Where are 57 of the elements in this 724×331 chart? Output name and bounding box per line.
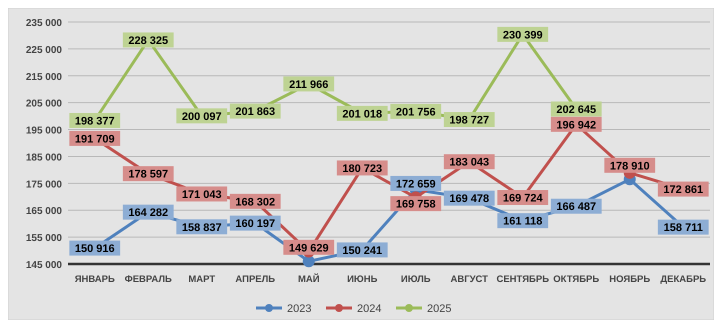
- data-label: 169 758: [396, 198, 436, 211]
- data-label: 160 197: [235, 218, 276, 230]
- y-tick-label: 185 000: [26, 152, 62, 164]
- data-label: 169 478: [449, 193, 490, 206]
- y-tick-label: 165 000: [26, 206, 62, 218]
- y-tick-label: 175 000: [26, 179, 62, 190]
- data-label: 150 916: [74, 243, 115, 256]
- data-label: 171 043: [182, 188, 222, 201]
- data-label: 191 709: [74, 133, 115, 146]
- x-tick-label: АПРЕЛЬ: [235, 274, 276, 285]
- x-tick-label: АВГУСТ: [450, 274, 488, 285]
- x-tick-label: МАЙ: [298, 273, 320, 285]
- data-label: 149 629: [288, 242, 329, 254]
- data-label: 202 645: [556, 104, 596, 116]
- x-tick-label: СЕНТЯБРЬ: [496, 274, 550, 285]
- data-label: 183 043: [449, 156, 490, 169]
- data-label: 211 966: [289, 78, 328, 91]
- y-tick-label: 155 000: [26, 233, 62, 244]
- data-label: 201 863: [235, 106, 276, 118]
- data-label: 230 399: [502, 29, 543, 42]
- data-label: 228 325: [128, 34, 168, 47]
- legend-label: 2025: [427, 303, 452, 315]
- x-tick-label: ОКТЯБРЬ: [553, 274, 600, 285]
- x-tick-label: НОЯБРЬ: [609, 274, 650, 285]
- data-label: 169 724: [502, 192, 544, 205]
- data-label: 196 942: [556, 119, 596, 132]
- data-label: 172 659: [396, 178, 436, 190]
- data-label: 172 861: [663, 184, 704, 196]
- y-tick-label: 225 000: [26, 44, 62, 56]
- data-label: 201 018: [342, 108, 382, 120]
- data-label: 198 727: [449, 114, 490, 127]
- data-label: 166 487: [556, 201, 596, 214]
- legend-label: 2024: [357, 303, 382, 315]
- y-tick-label: 235 000: [26, 18, 62, 29]
- x-tick-label: МАРТ: [188, 274, 216, 285]
- x-tick-label: ФЕВРАЛЬ: [124, 274, 172, 285]
- data-label: 198 377: [74, 115, 115, 128]
- data-label: 180 723: [342, 162, 382, 175]
- data-label: 164 282: [128, 207, 168, 220]
- y-tick-label: 205 000: [26, 98, 62, 110]
- data-label: 150 241: [342, 244, 382, 257]
- x-tick-label: ДЕКАБРЬ: [660, 274, 706, 285]
- x-tick-label: ИЮНЬ: [347, 274, 378, 285]
- data-label: 178 910: [610, 160, 650, 172]
- data-label: 161 118: [503, 216, 542, 228]
- data-label: 200 097: [182, 110, 222, 123]
- data-label: 178 597: [128, 168, 168, 181]
- y-tick-label: 215 000: [26, 72, 62, 83]
- y-tick-label: 195 000: [26, 126, 62, 137]
- x-tick-label: ЯНВАРЬ: [74, 274, 115, 285]
- data-label: 168 302: [235, 196, 276, 208]
- data-label: 158 711: [664, 222, 703, 234]
- data-label: 201 756: [396, 106, 436, 118]
- data-label: 158 837: [182, 222, 222, 234]
- x-tick-label: ИЮЛЬ: [400, 274, 431, 285]
- legend-label: 2023: [287, 303, 312, 315]
- y-tick-label: 145 000: [26, 260, 62, 271]
